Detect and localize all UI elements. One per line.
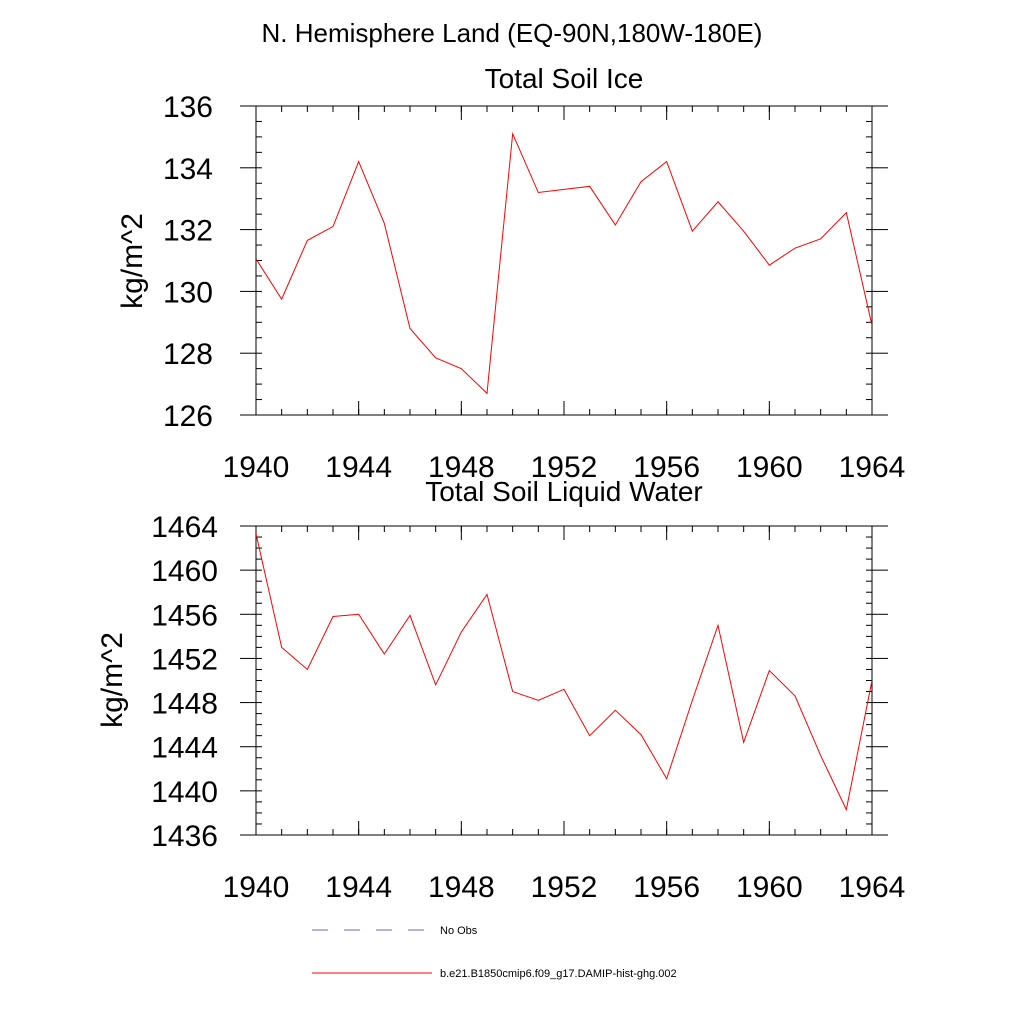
series-line (256, 533, 872, 812)
legend-label-no-obs: No Obs (440, 925, 478, 937)
y-tick-label: 1436 (151, 820, 218, 853)
y-tick-label: 1460 (151, 555, 218, 588)
legend-label-model: b.e21.B1850cmip6.f09_g17.DAMIP-hist-ghg.… (440, 968, 677, 980)
x-tick-label: 1960 (736, 451, 803, 484)
y-axis-label: kg/m^2 (96, 632, 129, 728)
y-tick-label: 134 (163, 153, 213, 186)
y-tick-label: 1448 (151, 688, 218, 721)
figure-title: N. Hemisphere Land (EQ-90N,180W-180E) (262, 18, 763, 48)
x-tick-label: 1944 (325, 871, 392, 904)
panel-title: Total Soil Liquid Water (425, 476, 703, 507)
x-tick-label: 1948 (428, 451, 495, 484)
legend: No Obs b.e21.B1850cmip6.f09_g17.DAMIP-hi… (312, 925, 677, 980)
x-tick-label: 1964 (839, 451, 906, 484)
x-tick-label: 1956 (633, 871, 700, 904)
y-tick-label: 1464 (151, 511, 218, 544)
y-tick-label: 136 (163, 91, 213, 124)
x-tick-label: 1940 (223, 871, 290, 904)
x-tick-label: 1944 (325, 451, 392, 484)
y-tick-label: 128 (163, 338, 213, 371)
panel-total-soil-ice: Total Soil Ice kg/m^2 1940 1944 1948 1952 19… (116, 63, 905, 484)
y-tick-label: 130 (163, 276, 213, 309)
x-tick-label: 1940 (223, 451, 290, 484)
x-tick-label: 1952 (531, 871, 598, 904)
x-tick-label: 1956 (633, 451, 700, 484)
x-tick-label: 1952 (531, 451, 598, 484)
y-tick-label: 1444 (151, 732, 218, 765)
y-tick-label: 132 (163, 215, 213, 248)
panel-title: Total Soil Ice (485, 63, 644, 94)
x-tick-label: 1960 (736, 871, 803, 904)
y-tick-label: 1456 (151, 599, 218, 632)
y-tick-label: 126 (163, 400, 213, 433)
y-tick-label: 1452 (151, 643, 218, 676)
plot-frame (255, 105, 873, 416)
x-tick-label: 1964 (839, 871, 906, 904)
series-line (256, 131, 872, 395)
x-tick-label: 1948 (428, 871, 495, 904)
y-axis-label: kg/m^2 (116, 213, 149, 309)
y-tick-label: 1440 (151, 776, 218, 809)
panel-total-soil-liquid-water: Total Soil Liquid Water kg/m^2 1940 1944 1… (96, 476, 905, 904)
